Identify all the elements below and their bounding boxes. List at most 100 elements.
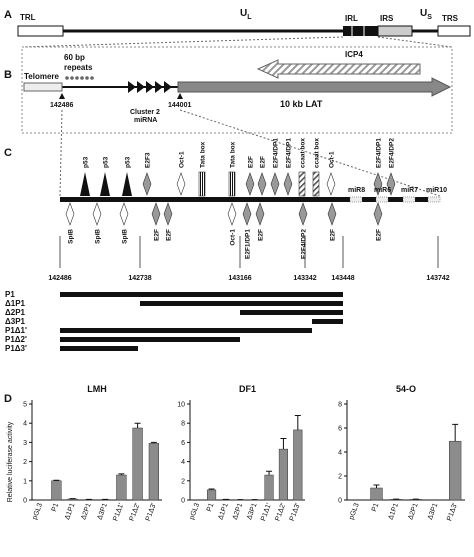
x-tick-label: P1Δ3' <box>289 502 302 522</box>
repeats-label: 60 bp <box>64 53 85 62</box>
site-label: Tata box <box>230 141 237 168</box>
site-label: Oct-1 <box>329 151 336 168</box>
site-label: E2F <box>260 156 267 168</box>
x-tick-label: Δ3P1 <box>246 502 258 521</box>
bar <box>207 489 217 501</box>
error-bar <box>118 473 125 476</box>
ul-main: U <box>240 8 247 19</box>
construct-bar <box>240 310 343 315</box>
x-tick-label: P1Δ1' <box>260 502 273 522</box>
site-label: E2F3 <box>145 152 152 168</box>
bar <box>51 480 62 501</box>
x-tick-label: pGL3 <box>189 502 201 521</box>
chart-title: 54-O <box>396 384 416 394</box>
mir-box <box>427 196 441 203</box>
bar <box>67 498 78 501</box>
icp4-label: ICP4 <box>345 50 363 59</box>
icp4-arrow <box>256 59 421 79</box>
site-label: Tata box <box>200 141 207 168</box>
site-label: ccaat box <box>314 138 321 168</box>
tf-site <box>92 202 102 226</box>
site-label: E2F <box>166 229 173 241</box>
construct-label: Δ3P1 <box>5 317 26 326</box>
error-bar <box>53 479 60 481</box>
end-label: 144001 <box>168 102 191 109</box>
construct-bar <box>312 319 343 324</box>
construct-label: P1 <box>5 290 15 299</box>
tf-site <box>163 202 173 226</box>
x-tick-label: Δ2P1 <box>80 502 92 521</box>
start-marker <box>59 93 65 99</box>
x-tick-label: P1Δ3' <box>145 502 158 522</box>
mir-label: miR8 <box>348 187 365 194</box>
us-sub: S <box>427 14 432 21</box>
telomere-box <box>23 82 63 92</box>
trl-box <box>17 25 64 37</box>
chart-title: DF1 <box>239 384 256 394</box>
trl-label: TRL <box>20 13 36 22</box>
construct-label: Δ1P1 <box>5 299 26 308</box>
x-tick-label: Δ3P1 <box>427 502 439 521</box>
y-tick-label: 6 <box>338 426 342 433</box>
site-label: E2F <box>248 156 255 168</box>
x-tick-label: P1Δ2' <box>129 502 142 522</box>
site-label: p53 <box>103 156 110 168</box>
site-label: Oct-1 <box>179 151 186 168</box>
y-tick-label: 5 <box>23 402 27 409</box>
site-label: E2F4/DP1 <box>376 138 383 168</box>
coord-label: 143448 <box>331 275 354 282</box>
y-tick-label: 1 <box>23 478 27 485</box>
construct-label: P1Δ3' <box>5 344 27 353</box>
repeat-icons <box>65 76 94 80</box>
mir-label: miR10 <box>426 187 447 194</box>
mir-box <box>402 196 416 203</box>
construct-label: P1Δ1' <box>5 326 27 335</box>
construct-bar <box>140 301 343 306</box>
lat-region: ICP4 Telomere 60 bp repeats 10 kb LAT Cl… <box>21 46 453 197</box>
bar <box>116 474 127 501</box>
tf-site <box>65 202 75 226</box>
lat-label: 10 kb LAT <box>280 99 323 109</box>
site-label: ccaat box <box>300 138 307 168</box>
y-tick-label: 0 <box>181 498 185 505</box>
p53-site <box>122 172 132 196</box>
coord-label: 142486 <box>48 275 71 282</box>
y-tick-label: 2 <box>23 459 27 466</box>
luciferase-charts: LMH Relative luciferase activity 0 1 2 3 4 5 pGL… <box>7 384 465 522</box>
site-label: E2F <box>376 229 383 241</box>
tf-site <box>373 202 383 226</box>
y-tick-label: 0 <box>338 498 342 505</box>
error-bar <box>280 438 287 450</box>
mir-box <box>375 196 389 203</box>
us-label: US <box>420 8 432 21</box>
coord-label: 142738 <box>128 275 151 282</box>
start-label: 142486 <box>50 102 73 109</box>
coord-label: 143342 <box>293 275 316 282</box>
tf-site <box>151 202 161 226</box>
tf-site <box>242 202 252 226</box>
zoom-box <box>21 46 453 134</box>
mirna-cluster <box>128 81 172 93</box>
tf-site <box>257 172 267 196</box>
tf-site <box>227 202 237 226</box>
y-tick-label: 6 <box>181 440 185 447</box>
error-bar <box>134 422 141 428</box>
y-tick-label: 3 <box>23 440 27 447</box>
ul-sub: L <box>247 14 252 21</box>
site-label: SpiB <box>68 229 75 244</box>
irs-box <box>377 25 413 37</box>
site-label: E2F <box>330 229 337 241</box>
y-tick-label: 2 <box>181 478 185 485</box>
box-site <box>298 171 306 197</box>
mir-label: miR7 <box>401 187 418 194</box>
site-label: Oct-1 <box>230 229 237 246</box>
site-label: E2F4/DP1 <box>273 138 280 168</box>
x-tick-label: P1 <box>206 502 216 513</box>
panel-label: D <box>4 393 12 405</box>
construct-bar <box>60 337 240 342</box>
x-tick-label: Δ2P1 <box>407 502 419 521</box>
error-bar <box>373 484 380 488</box>
zoom-line <box>377 36 453 48</box>
construct-label: Δ2P1 <box>5 308 26 317</box>
construct-label: P1Δ2' <box>5 335 27 344</box>
